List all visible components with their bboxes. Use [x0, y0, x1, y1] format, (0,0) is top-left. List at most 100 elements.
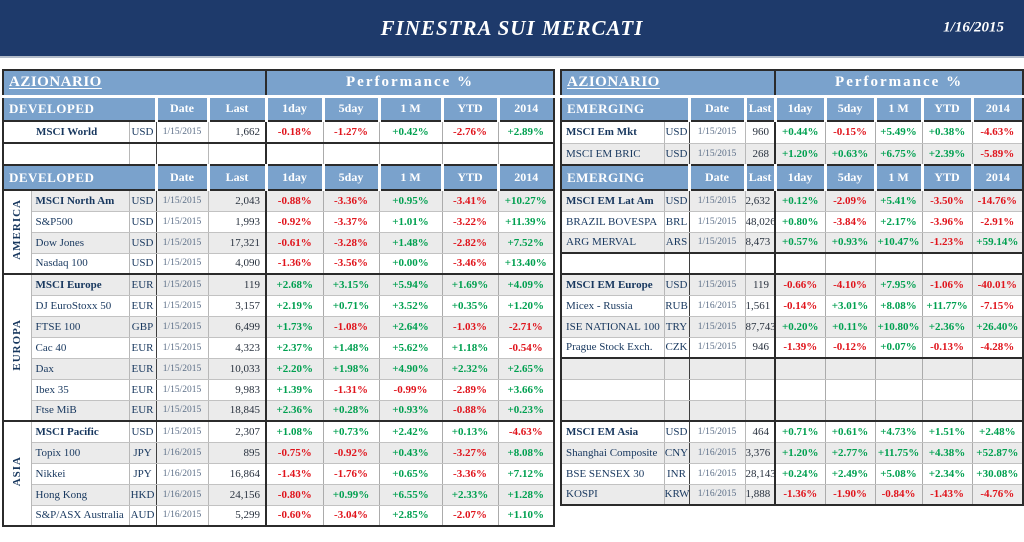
currency-cell: USD — [663, 420, 689, 443]
column-header: 2014 — [496, 96, 555, 122]
performance-cell: +1.08% — [265, 420, 324, 443]
index-name-cell: ISE NATIONAL 100 — [561, 316, 664, 338]
currency-cell — [663, 400, 689, 422]
date-cell: 1/16/2015 — [155, 484, 208, 506]
index-name-cell — [561, 253, 664, 275]
column-header: Date — [687, 96, 745, 122]
index-name-cell: Shanghai Composite — [561, 442, 664, 464]
performance-cell: -1.76% — [322, 463, 380, 485]
column-header: Date — [687, 164, 745, 191]
date-cell — [155, 143, 208, 166]
performance-cell: +0.93% — [378, 400, 443, 422]
performance-cell: -1.43% — [921, 484, 973, 506]
performance-cell: -3.50% — [921, 189, 973, 212]
column-header: Last — [206, 96, 267, 122]
performance-cell: +0.63% — [824, 143, 876, 166]
column-header: 1day — [773, 96, 826, 122]
currency-cell: USD — [663, 273, 689, 296]
performance-cell: +0.20% — [774, 316, 826, 338]
performance-cell: +10.80% — [874, 316, 923, 338]
performance-cell: +5.08% — [874, 463, 923, 485]
performance-cell: +0.24% — [774, 463, 826, 485]
block-header: EMERGING — [561, 96, 689, 122]
date-cell — [688, 358, 745, 380]
currency-cell: EUR — [128, 273, 156, 296]
column-header: 1day — [264, 164, 324, 191]
performance-cell — [874, 253, 923, 275]
performance-cell: -3.04% — [322, 505, 380, 527]
currency-cell: JPY — [128, 463, 156, 485]
performance-cell — [921, 358, 973, 380]
index-name-cell: Topix 100 — [31, 442, 129, 464]
index-name-cell: MSCI EM BRIC — [561, 143, 664, 166]
performance-cell: +1.20% — [774, 442, 826, 464]
performance-cell: +4.38% — [921, 442, 973, 464]
last-cell: 4,090 — [207, 253, 267, 275]
region-label-text: ASIA — [11, 455, 24, 487]
performance-cell: +7.12% — [497, 463, 555, 485]
performance-cell: -5.89% — [971, 143, 1024, 166]
performance-cell — [824, 358, 876, 380]
last-cell: 119 — [744, 273, 776, 296]
column-header: 1 M — [377, 164, 443, 191]
performance-cell: +2.19% — [265, 295, 324, 317]
block-header: EMERGING — [561, 164, 689, 191]
index-name-cell: DJ EuroStoxx 50 — [31, 295, 129, 317]
performance-cell: -3.36% — [441, 463, 499, 485]
performance-cell: +2.32% — [441, 358, 499, 380]
performance-cell: +1.18% — [441, 337, 499, 359]
performance-cell: -0.99% — [378, 379, 443, 401]
performance-cell — [441, 143, 499, 166]
last-cell: 5,299 — [207, 505, 267, 527]
performance-cell: -40.01% — [971, 273, 1024, 296]
index-name-cell: Nasdaq 100 — [31, 253, 129, 275]
date-cell — [688, 400, 745, 422]
performance-cell: +0.00% — [378, 253, 443, 275]
performance-cell — [824, 400, 876, 422]
performance-title: Performance % — [265, 70, 555, 98]
index-name-cell: MSCI Pacific — [31, 420, 129, 443]
currency-cell: AUD — [128, 505, 156, 527]
currency-cell: GBP — [128, 316, 156, 338]
column-header: 5day — [321, 164, 380, 191]
currency-cell: USD — [128, 189, 156, 212]
date-cell: 1/16/2015 — [155, 505, 208, 527]
performance-cell: +1.69% — [441, 273, 499, 296]
index-name-cell: MSCI World — [3, 121, 129, 144]
last-cell: 268 — [744, 143, 776, 166]
performance-cell: -0.61% — [265, 232, 324, 254]
last-cell: 119 — [207, 273, 267, 296]
performance-cell: -4.28% — [971, 337, 1024, 359]
index-name-cell — [561, 358, 664, 380]
date-cell: 1/15/2015 — [155, 211, 208, 233]
performance-cell — [824, 253, 876, 275]
performance-cell: +0.28% — [322, 400, 380, 422]
performance-cell: -1.36% — [265, 253, 324, 275]
performance-cell: +13.40% — [497, 253, 555, 275]
performance-cell: -0.75% — [265, 442, 324, 464]
performance-cell: -2.82% — [441, 232, 499, 254]
last-cell — [744, 400, 776, 422]
date-cell: 1/16/2015 — [155, 463, 208, 485]
date-cell: 1/15/2015 — [688, 143, 745, 166]
currency-cell: EUR — [128, 400, 156, 422]
performance-cell — [874, 358, 923, 380]
performance-cell: +0.73% — [322, 420, 380, 443]
performance-cell: +7.52% — [497, 232, 555, 254]
last-cell: 48,026 — [744, 211, 776, 233]
performance-cell — [774, 358, 826, 380]
index-name-cell: FTSE 100 — [31, 316, 129, 338]
performance-cell: +0.80% — [774, 211, 826, 233]
performance-cell: +2.85% — [378, 505, 443, 527]
performance-cell: +5.41% — [874, 189, 923, 212]
region-label-text: AMERICA — [11, 199, 24, 260]
performance-cell: -3.22% — [441, 211, 499, 233]
performance-cell: +3.01% — [824, 295, 876, 317]
performance-cell — [774, 253, 826, 275]
currency-cell: KRW — [663, 484, 689, 506]
last-cell: 1,561 — [744, 295, 776, 317]
index-name-cell — [3, 143, 129, 166]
currency-cell: EUR — [128, 379, 156, 401]
performance-cell: +0.42% — [378, 121, 443, 144]
performance-cell: -3.27% — [441, 442, 499, 464]
